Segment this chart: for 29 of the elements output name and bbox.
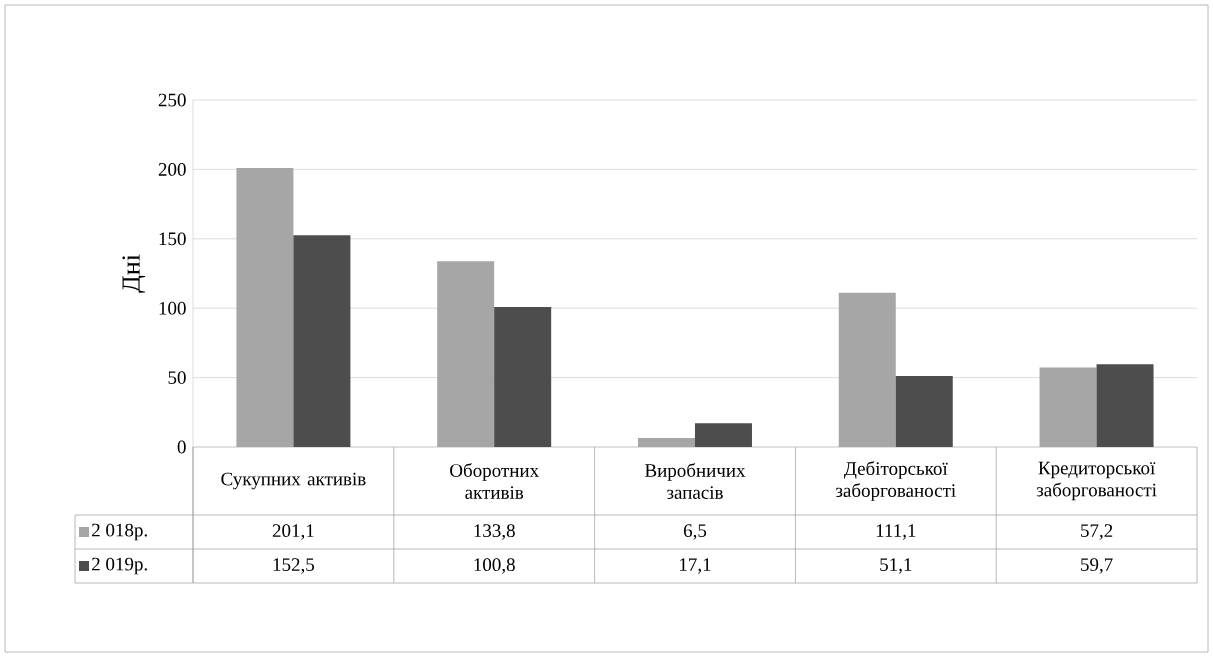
legend-label: 2 019р.	[92, 557, 147, 575]
y-tick-label: 50	[168, 371, 186, 385]
data-label: 17,1	[680, 558, 711, 574]
data-label: 152,5	[273, 558, 315, 574]
data-label: 133,8	[474, 524, 515, 540]
x-tick-label: Кредиторської заборгованості	[1036, 461, 1157, 501]
y-axis-title: Дні	[122, 254, 146, 293]
x-tick-label: Сукупних активів	[221, 472, 366, 490]
bar	[694, 423, 752, 448]
data-label: 51,1	[880, 558, 912, 574]
data-label: 59,7	[1081, 558, 1113, 574]
legend-label: 2 018р.	[92, 523, 147, 541]
bar	[895, 376, 953, 448]
bar	[494, 307, 552, 448]
y-tick-label: 200	[158, 162, 186, 176]
y-tick-label: 0	[177, 440, 186, 454]
y-tick-label: 150	[159, 232, 186, 246]
data-label: 201,1	[272, 524, 314, 540]
x-tick-label: Дебіторської заборгованості	[835, 461, 956, 501]
data-label: 111,1	[876, 524, 916, 540]
x-tick-label: Оборотних активів	[450, 463, 539, 499]
y-tick-label: 100	[159, 301, 186, 315]
bar	[293, 235, 351, 448]
y-tick-label: 250	[158, 93, 186, 107]
data-label: 100,8	[474, 558, 515, 574]
bar	[1096, 364, 1154, 448]
data-label: 6,5	[683, 524, 707, 540]
x-tick-label: Виробничих запасів	[645, 463, 746, 499]
data-label: 57,2	[1081, 524, 1113, 540]
